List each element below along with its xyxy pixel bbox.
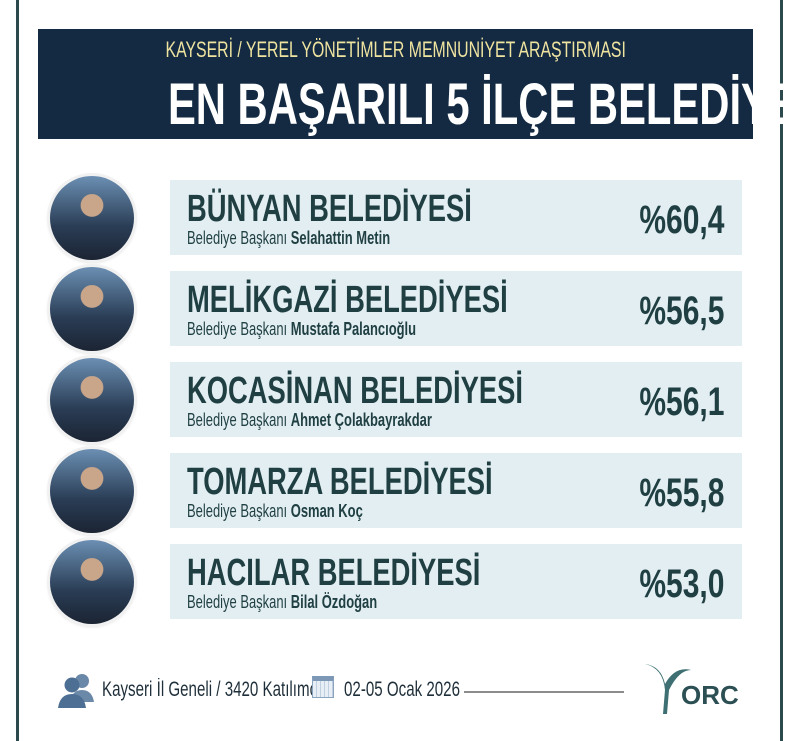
survey-date: 02-05 Ocak 2026: [344, 678, 460, 701]
svg-text:ORC: ORC: [681, 680, 739, 710]
mayor-line: Belediye Başkanı Bilal Özdoğan: [187, 592, 377, 613]
mayor-name: Mustafa Palancıoğlu: [290, 319, 417, 339]
result-bar: HACILAR BELEDİYESİ Belediye Başkanı Bila…: [170, 544, 742, 619]
avatar: [50, 449, 134, 533]
mayor-prefix: Belediye Başkanı: [187, 410, 288, 430]
footer: Kayseri İl Geneli / 3420 Katılımcı 02-05…: [56, 664, 756, 714]
mayor-line: Belediye Başkanı Ahmet Çolakbayrakdar: [187, 410, 432, 431]
result-bar: TOMARZA BELEDİYESİ Belediye Başkanı Osma…: [170, 453, 742, 528]
list-item: TOMARZA BELEDİYESİ Belediye Başkanı Osma…: [0, 449, 800, 533]
mayor-prefix: Belediye Başkanı: [187, 592, 288, 612]
municipality-name: TOMARZA BELEDİYESİ: [187, 461, 493, 503]
avatar: [50, 267, 134, 351]
result-bar: MELİKGAZİ BELEDİYESİ Belediye Başkanı Mu…: [170, 271, 742, 346]
avatar: [50, 176, 134, 260]
avatar: [50, 358, 134, 442]
satisfaction-percent: %56,5: [638, 289, 724, 333]
users-icon: [58, 674, 94, 708]
page-title: EN BAŞARILI 5 İLÇE BELEDİYESİ: [167, 72, 800, 137]
municipality-name: BÜNYAN BELEDİYESİ: [187, 188, 472, 230]
orc-logo: ORC: [645, 664, 739, 714]
mayor-line: Belediye Başkanı Mustafa Palancıoğlu: [187, 319, 416, 340]
satisfaction-percent: %60,4: [638, 198, 724, 242]
header-banner: KAYSERİ / YEREL YÖNETİMLER MEMNUNİYET AR…: [38, 29, 800, 139]
calendar-icon: [312, 676, 334, 698]
list-item: HACILAR BELEDİYESİ Belediye Başkanı Bila…: [0, 540, 800, 624]
satisfaction-percent: %53,0: [638, 562, 724, 606]
list-item: MELİKGAZİ BELEDİYESİ Belediye Başkanı Mu…: [0, 267, 800, 351]
mayor-prefix: Belediye Başkanı: [187, 228, 288, 248]
mayor-line: Belediye Başkanı Osman Koç: [187, 501, 363, 522]
municipality-name: MELİKGAZİ BELEDİYESİ: [187, 279, 508, 321]
list-item: BÜNYAN BELEDİYESİ Belediye Başkanı Selah…: [0, 176, 800, 260]
municipality-name: HACILAR BELEDİYESİ: [187, 552, 481, 594]
list-item: KOCASİNAN BELEDİYESİ Belediye Başkanı Ah…: [0, 358, 800, 442]
frame-left-border: [16, 0, 19, 741]
mayor-prefix: Belediye Başkanı: [187, 501, 288, 521]
mayor-name: Selahattin Metin: [290, 228, 391, 248]
satisfaction-percent: %56,1: [638, 380, 724, 424]
result-bar: BÜNYAN BELEDİYESİ Belediye Başkanı Selah…: [170, 180, 742, 255]
mayor-name: Ahmet Çolakbayrakdar: [290, 410, 432, 430]
satisfaction-percent: %55,8: [638, 471, 724, 515]
mayor-prefix: Belediye Başkanı: [187, 319, 288, 339]
frame-right-border: [780, 0, 783, 741]
divider-line: [464, 691, 624, 693]
header-subtitle: KAYSERİ / YEREL YÖNETİMLER MEMNUNİYET AR…: [165, 37, 626, 62]
avatar: [50, 540, 134, 624]
mayor-line: Belediye Başkanı Selahattin Metin: [187, 228, 390, 249]
municipality-name: KOCASİNAN BELEDİYESİ: [187, 370, 523, 412]
mayor-name: Osman Koç: [290, 501, 363, 521]
mayor-name: Bilal Özdoğan: [290, 592, 378, 612]
survey-scope: Kayseri İl Geneli / 3420 Katılımcı: [102, 678, 322, 701]
result-bar: KOCASİNAN BELEDİYESİ Belediye Başkanı Ah…: [170, 362, 742, 437]
